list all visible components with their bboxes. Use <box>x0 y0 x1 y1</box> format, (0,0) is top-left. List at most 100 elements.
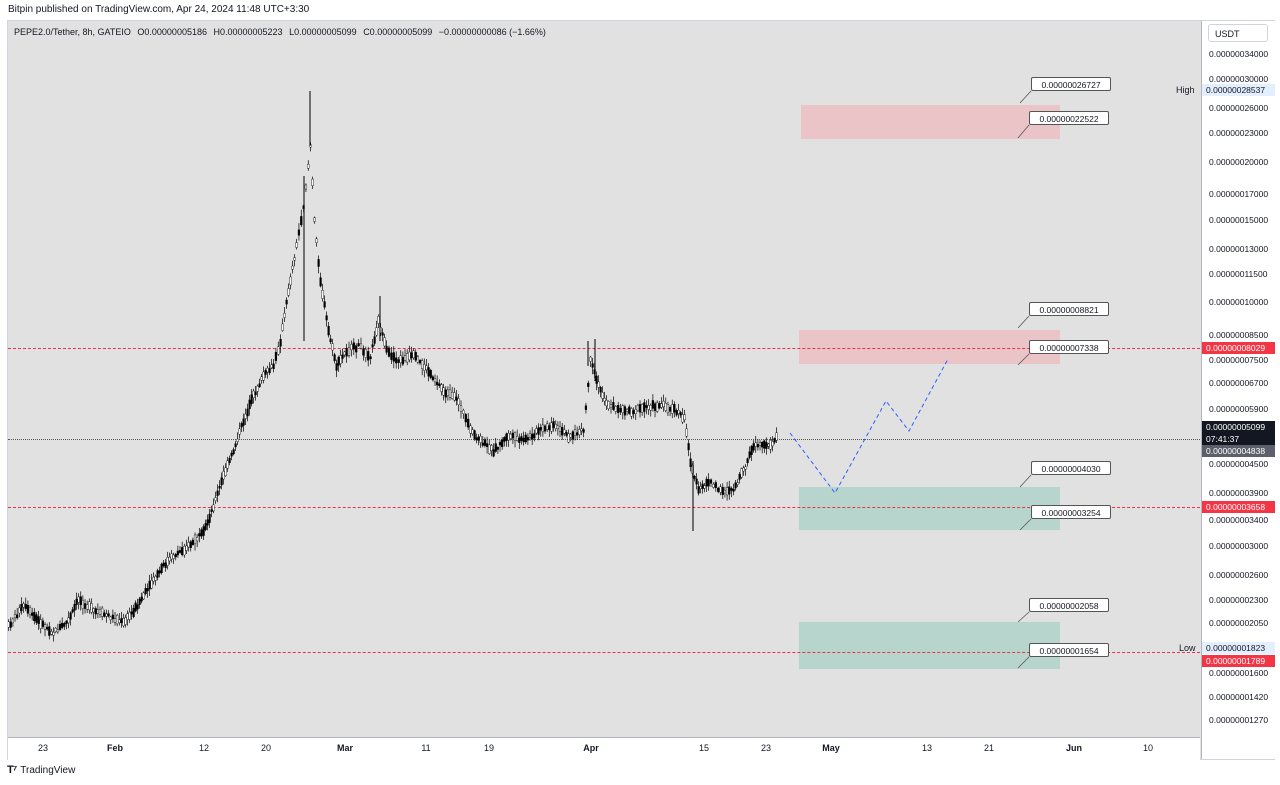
time-label-jun: Jun <box>1065 743 1083 753</box>
candle-body <box>158 570 161 574</box>
candle-body <box>187 542 190 548</box>
candle-body <box>337 356 340 366</box>
candle-body <box>582 429 585 433</box>
candle-body <box>695 478 698 485</box>
candle-body <box>198 533 201 537</box>
projected-path[interactable] <box>789 358 949 494</box>
red-level-line-2[interactable] <box>8 507 1200 508</box>
candle-body <box>383 337 386 347</box>
candle-body <box>565 432 568 436</box>
callout-03254[interactable]: 0.00000003254 <box>1031 505 1111 519</box>
callout-02058[interactable]: 0.00000002058 <box>1029 598 1109 612</box>
candle-body <box>492 449 495 457</box>
price-tick-label: 0.00000003900 <box>1209 487 1269 498</box>
price-tick-label: 0.00000011500 <box>1209 268 1268 279</box>
price-tick-label: 0.00000006700 <box>1209 378 1269 389</box>
candle-body <box>83 603 87 609</box>
candle-body <box>210 509 213 512</box>
candle-body <box>258 383 261 388</box>
candle-body <box>364 348 367 358</box>
candle-body <box>260 376 263 381</box>
candle-body <box>645 405 648 408</box>
candle-body <box>656 402 659 412</box>
time-axis[interactable]: 23 Feb 12 20 Mar 11 19 Apr 15 23 May 13 … <box>8 737 1200 760</box>
green-zone-lower[interactable] <box>799 622 1060 669</box>
candle-body <box>226 460 229 469</box>
red-zone-upper[interactable] <box>801 105 1060 139</box>
callout-01654[interactable]: 0.00000001654 <box>1029 643 1109 657</box>
callout-07338[interactable]: 0.00000007338 <box>1029 340 1109 354</box>
candle-body <box>94 608 97 615</box>
candle-body <box>240 423 243 428</box>
price-tick-label: 0.00000017000 <box>1209 189 1269 200</box>
candle-body <box>126 613 129 620</box>
price-tick-label: 0.00000008500 <box>1209 329 1269 340</box>
candle-body <box>181 547 184 556</box>
callout-26727[interactable]: 0.00000026727 <box>1031 77 1111 91</box>
candle-body <box>191 539 194 545</box>
candle-body <box>212 504 215 512</box>
candle-body <box>603 398 606 402</box>
candle-body <box>71 609 74 613</box>
candle-body <box>416 356 419 363</box>
candle-body <box>479 436 482 443</box>
candle-body <box>589 356 592 362</box>
green-zone-middle[interactable] <box>799 487 1060 530</box>
legend-change: −0.00000000086 (−1.66%) <box>438 27 546 37</box>
candle-body <box>111 614 114 620</box>
candle-body <box>164 562 167 568</box>
candle-body <box>369 356 372 360</box>
price-tick-label: 0.00000004500 <box>1209 458 1269 469</box>
candle-body <box>634 408 637 414</box>
candle-body <box>623 406 627 416</box>
price-axis[interactable]: USDT 0.00000034000 0.00000030000 0.0000002… <box>1176 21 1275 759</box>
candle-body <box>138 598 141 605</box>
time-label-apr15: 15 <box>698 743 710 753</box>
red-level-line-1[interactable] <box>8 348 1200 349</box>
candle-body <box>464 414 467 423</box>
candle-body <box>193 534 197 545</box>
red-zone-middle[interactable] <box>799 330 1060 364</box>
candle-body <box>617 405 620 413</box>
candle-body <box>13 614 17 619</box>
tradingview-logo-icon: T⁷ <box>7 764 17 776</box>
candle-body <box>703 485 706 489</box>
tradingview-brand: TradingView <box>20 764 76 776</box>
currency-selector[interactable]: USDT <box>1208 24 1268 42</box>
candle-body <box>116 615 119 625</box>
candle-body <box>88 601 91 611</box>
candle-body <box>518 437 521 443</box>
candle-body <box>300 216 303 226</box>
red-level-line-3[interactable] <box>8 652 1200 653</box>
callout-08821[interactable]: 0.00000008821 <box>1029 302 1109 316</box>
callout-leader <box>1017 315 1030 329</box>
callout-22522[interactable]: 0.00000022522 <box>1029 111 1109 125</box>
candle-body <box>304 184 308 190</box>
candle-body <box>444 389 447 398</box>
candle-body <box>425 365 428 370</box>
tradingview-footer[interactable]: T⁷ TradingView <box>7 764 75 776</box>
chart-plot-area[interactable]: PEPE2.0/Tether, 8h, GATEIO O0.0000000518… <box>8 21 1200 737</box>
callout-04030[interactable]: 0.00000004030 <box>1031 461 1111 475</box>
price-tick-label: 0.00000002050 <box>1209 617 1269 628</box>
candle-body <box>31 612 34 616</box>
candle-body <box>107 613 110 617</box>
candle-body <box>113 618 117 623</box>
candle-body <box>626 409 629 412</box>
candle-body <box>96 609 99 614</box>
candle-body <box>462 410 465 414</box>
candle-body <box>52 632 55 636</box>
candle-body <box>717 487 720 492</box>
callout-leader <box>1017 353 1030 366</box>
candle-body <box>24 604 27 609</box>
candle-body <box>168 556 171 562</box>
candle-body <box>329 338 332 343</box>
candle-body <box>408 351 411 361</box>
chart-frame: PEPE2.0/Tether, 8h, GATEIO O0.0000000518… <box>7 20 1275 760</box>
candle-body <box>705 478 708 487</box>
candle-body <box>56 629 59 633</box>
candle-body <box>660 403 663 408</box>
candle-body <box>471 429 474 435</box>
candle-body <box>685 428 688 437</box>
candle-body <box>81 599 84 609</box>
